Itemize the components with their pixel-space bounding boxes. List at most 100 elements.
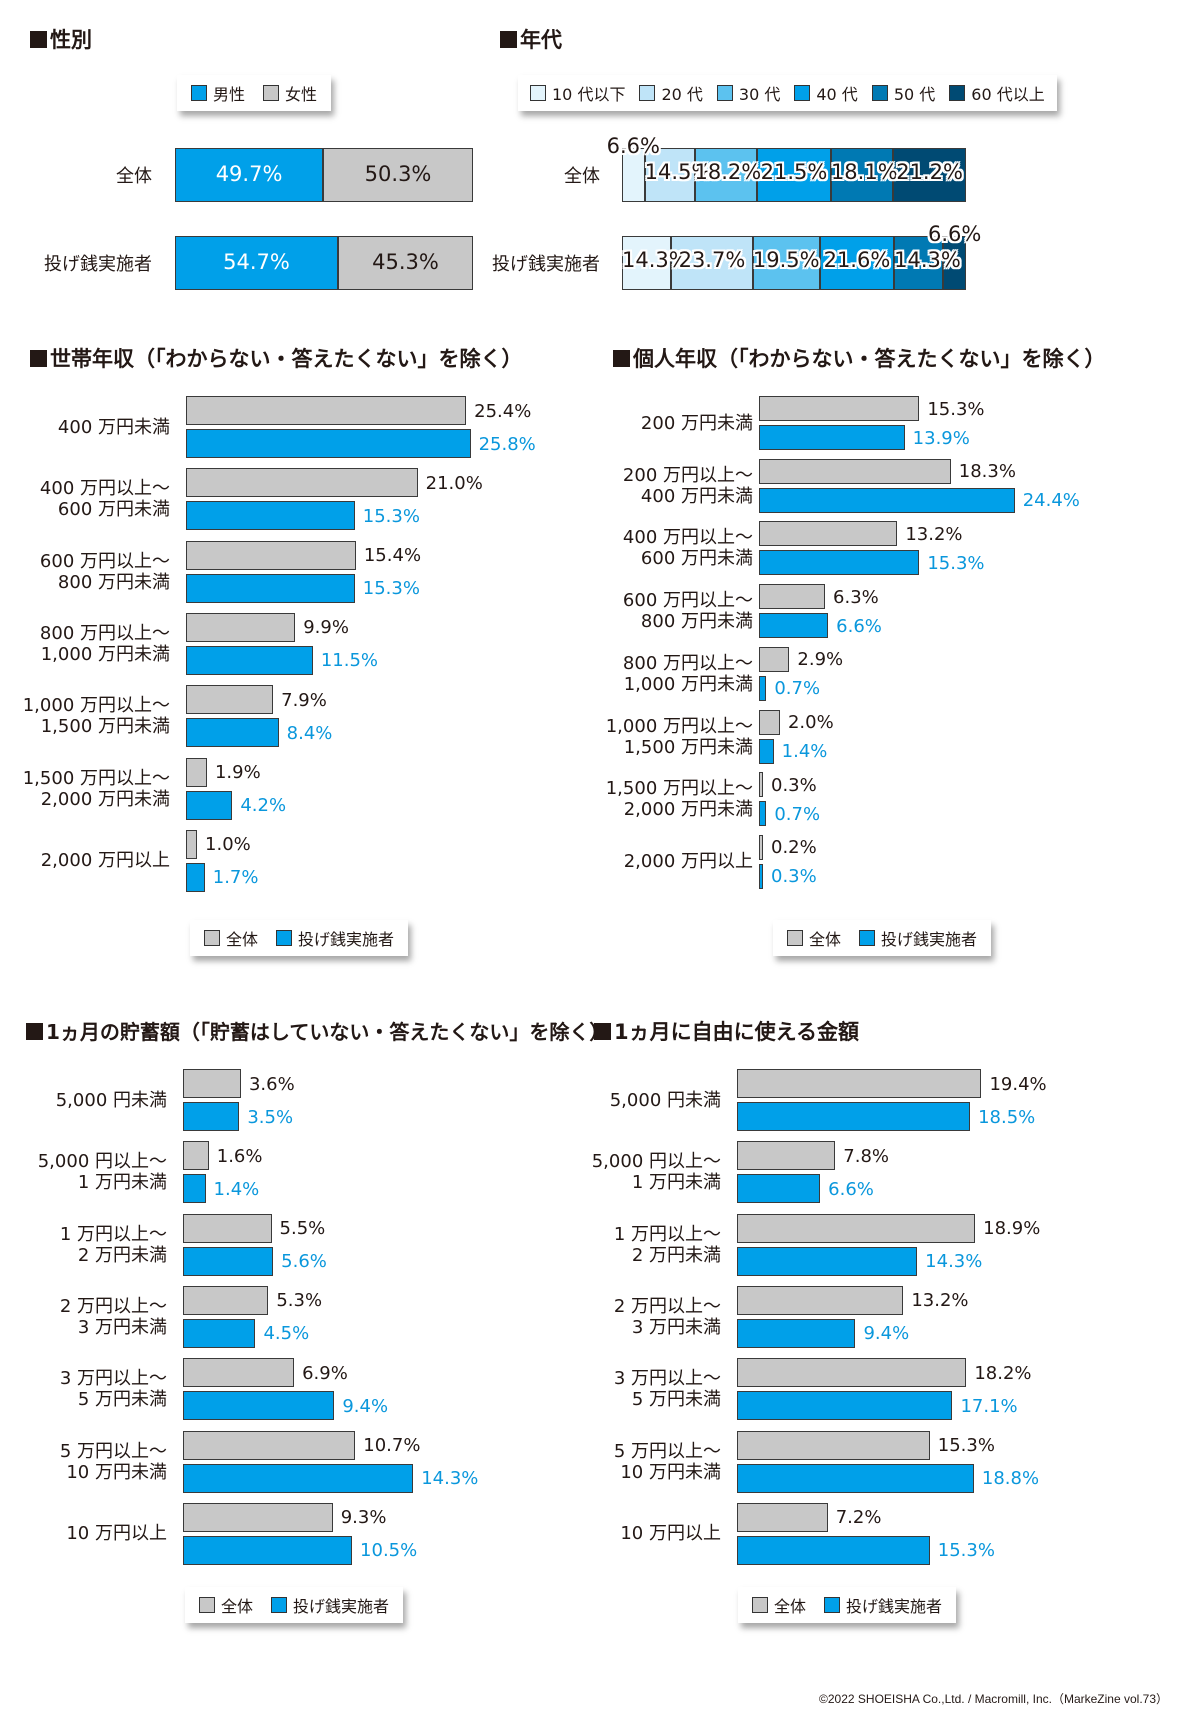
stacked-bar-segment xyxy=(830,148,894,202)
household-title: 世帯年収（「わからない・答えたくない」を除く） xyxy=(30,343,523,373)
stacked-bar-segment xyxy=(175,236,338,290)
category-label: 1 万円以上～ 2 万円未満 xyxy=(0,1224,167,1266)
category-label: 1,000 万円以上～ 1,500 万円未満 xyxy=(533,716,753,758)
legend-label: 男性 xyxy=(213,85,246,104)
value-label-all: 5.3% xyxy=(276,1290,323,1312)
legend-swatch-nagesen xyxy=(824,1597,841,1613)
bar-nagesen xyxy=(759,550,920,576)
bar-all xyxy=(737,1502,828,1532)
category-label: 400 万円以上～ 600 万円未満 xyxy=(0,478,170,520)
segment-value-label: 6.6% xyxy=(606,134,660,158)
value-label-all: 1.9% xyxy=(214,762,261,783)
value-label-all: 25.4% xyxy=(474,400,532,422)
legend-item-all: 全体 xyxy=(752,1593,806,1617)
value-label-nagesen: 13.9% xyxy=(912,427,970,449)
category-label-line: 3 万円未満 xyxy=(631,1316,721,1338)
stacked-bar-segment xyxy=(323,148,473,202)
legend-item-age-3: 40 代 xyxy=(794,81,858,105)
value-label-nagesen: 17.1% xyxy=(960,1395,1018,1417)
bar-all xyxy=(183,1502,333,1532)
value-label-nagesen: 6.6% xyxy=(828,1178,874,1200)
category-label-line: 1,000 万円未満 xyxy=(623,673,753,695)
savings-title-text: 1ヵ月の貯蓄額（「貯蓄はしていない・答えたくない」を除く） xyxy=(46,1020,610,1044)
category-label-line: 2,000 万円未満 xyxy=(623,799,753,821)
segment-value-label: 21.5% xyxy=(760,160,828,184)
category-label: 200 万円以上～ 400 万円未満 xyxy=(533,465,753,507)
bar-all xyxy=(186,396,467,425)
category-label: 3 万円以上～ 5 万円未満 xyxy=(501,1368,721,1410)
stacked-bar-segment xyxy=(894,236,944,290)
bar-nagesen xyxy=(759,863,763,889)
segment-value-label: 23.7% xyxy=(678,248,746,272)
square-bullet-icon xyxy=(613,350,630,367)
bar-nagesen xyxy=(737,1463,974,1493)
category-label-line: 3 万円以上～ xyxy=(613,1368,721,1390)
value-label-all: 18.2% xyxy=(974,1362,1032,1384)
stacked-bar-segment xyxy=(893,148,966,202)
segment-value-label: 45.3% xyxy=(372,250,439,274)
category-label-line: 400 万円未満 xyxy=(640,485,753,507)
value-label-nagesen: 1.7% xyxy=(212,867,259,889)
bar-nagesen xyxy=(186,501,355,531)
bar-nagesen xyxy=(183,1102,240,1131)
savings-legend: 全体 投げ銭実施者 xyxy=(185,1587,404,1623)
stacked-bar-segment xyxy=(757,148,831,202)
category-label-line: 200 万円未満 xyxy=(640,412,753,434)
category-label-line: 3 万円以上～ xyxy=(59,1368,167,1390)
age-title: 年代 xyxy=(500,24,562,54)
category-label: 10 万円以上 xyxy=(501,1523,721,1544)
value-label-all: 10.7% xyxy=(363,1435,421,1456)
legend-label: 60 代以上 xyxy=(971,85,1045,104)
bar-all xyxy=(737,1358,967,1388)
category-label-line: 2 万円以上～ xyxy=(59,1295,167,1317)
square-bullet-icon xyxy=(30,31,47,48)
legend-swatch-male xyxy=(191,85,207,101)
value-label-all: 1.0% xyxy=(205,834,251,856)
legend-label: 投げ銭実施者 xyxy=(846,1597,943,1616)
value-label-nagesen: 0.7% xyxy=(774,678,821,700)
legend-label: 投げ銭実施者 xyxy=(293,1597,390,1616)
bar-nagesen xyxy=(186,790,233,820)
category-label-line: 2 万円以上～ xyxy=(613,1295,721,1317)
legend-item-nagesen: 投げ銭実施者 xyxy=(824,1593,942,1617)
bar-nagesen xyxy=(183,1174,206,1204)
legend-item-nagesen: 投げ銭実施者 xyxy=(271,1593,389,1617)
category-label-line: 1,500 万円以上～ xyxy=(605,778,753,800)
legend-swatch-nagesen xyxy=(276,930,293,946)
household-title-text: 世帯年収（「わからない・答えたくない」を除く） xyxy=(50,347,523,371)
bar-nagesen xyxy=(759,425,905,450)
value-label-nagesen: 25.8% xyxy=(478,433,536,455)
legend-swatch xyxy=(871,85,888,101)
personal-legend: 全体 投げ銭実施者 xyxy=(773,920,992,956)
value-label-nagesen: 24.4% xyxy=(1022,490,1080,512)
category-label-line: 5,000 円以上～ xyxy=(591,1151,721,1173)
bar-nagesen xyxy=(737,1391,953,1421)
value-label-all: 13.2% xyxy=(911,1290,969,1312)
bar-all xyxy=(183,1358,295,1388)
value-label-nagesen: 15.3% xyxy=(362,505,420,527)
value-label-all: 3.6% xyxy=(248,1073,295,1095)
category-label-line: 5 万円未満 xyxy=(631,1389,721,1411)
bar-nagesen xyxy=(183,1246,274,1276)
category-label-line: 800 万円未満 xyxy=(57,571,170,593)
bar-all xyxy=(186,829,198,859)
category-label-line: 600 万円未満 xyxy=(640,548,753,570)
bar-all xyxy=(737,1213,976,1243)
spending-title: 1ヵ月に自由に使える金額 xyxy=(594,1016,859,1046)
value-label-all: 15.3% xyxy=(927,398,985,420)
value-label-nagesen: 18.5% xyxy=(978,1106,1036,1128)
category-label-line: 400 万円以上～ xyxy=(39,478,170,500)
legend-label: 投げ銭実施者 xyxy=(298,930,395,949)
value-label-nagesen: 18.8% xyxy=(981,1468,1040,1489)
value-label-all: 0.2% xyxy=(771,837,817,859)
bar-nagesen xyxy=(759,487,1015,513)
category-label: 400 万円未満 xyxy=(0,417,170,438)
category-label-line: 1,000 万円以上～ xyxy=(22,695,170,717)
category-label: 2 万円以上～ 3 万円未満 xyxy=(0,1296,167,1338)
category-label-line: 5,000 円未満 xyxy=(609,1089,721,1111)
legend-item-all: 全体 xyxy=(204,926,258,950)
category-label-line: 2 万円未満 xyxy=(77,1244,167,1266)
category-label-line: 1 万円以上～ xyxy=(59,1223,167,1245)
square-bullet-icon xyxy=(500,31,517,48)
value-label-nagesen: 0.7% xyxy=(774,803,821,825)
